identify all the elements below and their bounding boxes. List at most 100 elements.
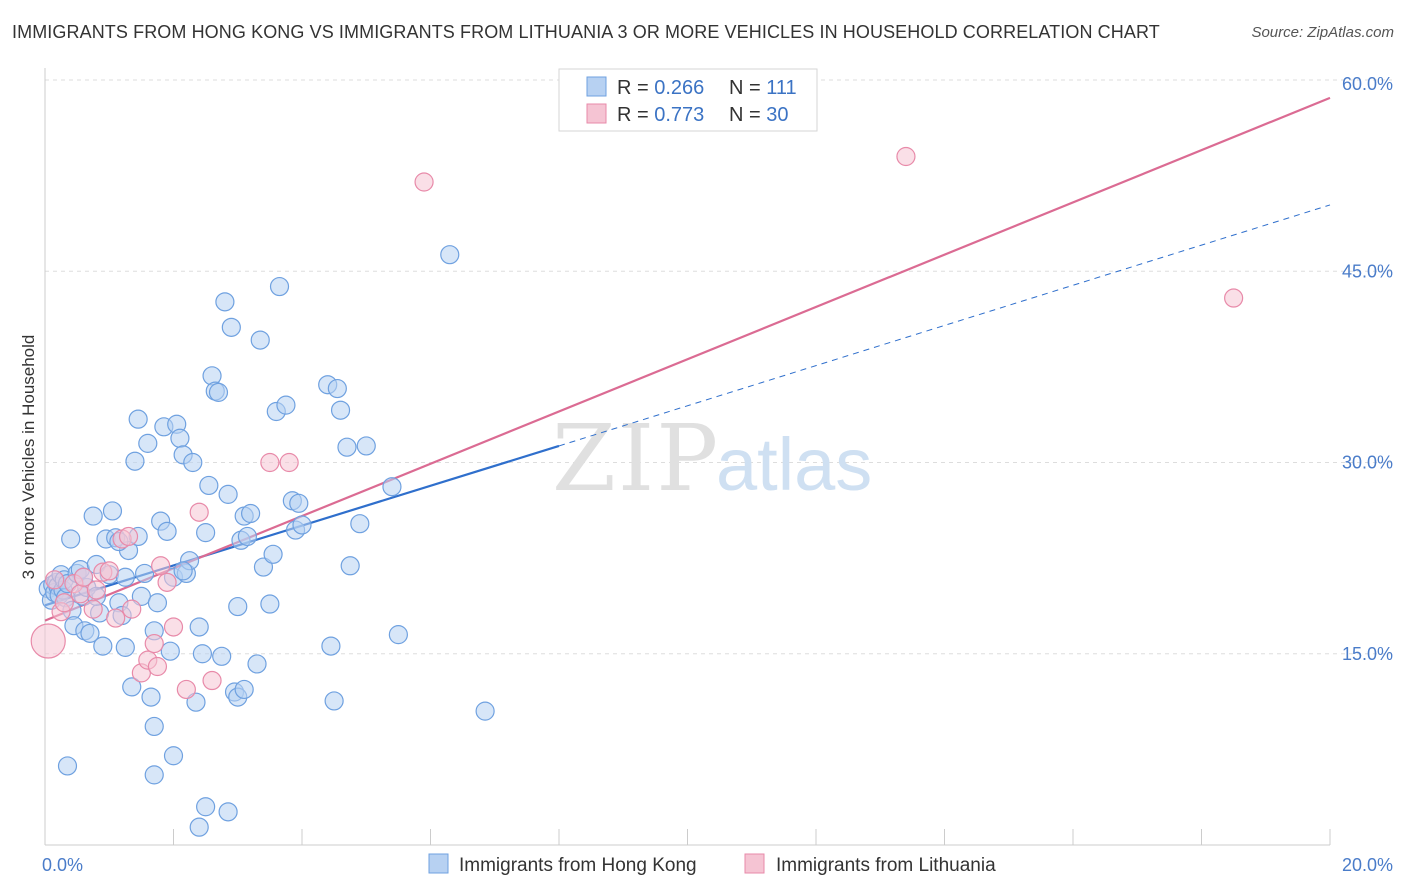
data-point <box>128 409 148 429</box>
data-point <box>93 636 113 656</box>
y-axis-title: 3 or more Vehicles in Household <box>19 335 38 580</box>
bottom-legend-swatch-hong-kong <box>428 853 449 874</box>
data-point <box>218 802 238 822</box>
data-point <box>292 515 312 535</box>
watermark: ZIP atlas <box>552 405 872 512</box>
y-tick-labels: 15.0% 30.0% 45.0% 60.0% <box>1342 74 1393 664</box>
data-point <box>212 646 232 666</box>
y-tick-label-3: 60.0% <box>1342 74 1393 94</box>
y-tick-label-2: 45.0% <box>1342 261 1393 281</box>
legend-n-value: 111 <box>766 77 796 99</box>
data-point <box>247 654 267 674</box>
data-point <box>118 526 139 547</box>
data-point <box>337 437 357 457</box>
data-point <box>141 687 161 707</box>
watermark-atlas: atlas <box>716 423 872 506</box>
data-point <box>83 599 103 619</box>
data-point <box>125 451 145 471</box>
data-point <box>241 503 261 524</box>
series-hong-kong-points <box>38 245 495 837</box>
legend-r-label: R = <box>617 104 654 126</box>
data-point <box>196 523 216 543</box>
y-tick-label-1: 30.0% <box>1342 453 1393 473</box>
legend-row-lithuania: R = 0.773 <box>617 104 704 126</box>
y-tick-label-0: 15.0% <box>1342 644 1393 664</box>
data-point <box>327 378 347 399</box>
data-point <box>382 477 402 497</box>
data-point <box>189 817 209 837</box>
data-point <box>163 617 184 637</box>
data-point <box>144 633 164 654</box>
data-point <box>86 580 107 600</box>
data-point <box>115 637 135 657</box>
data-point <box>202 670 222 691</box>
x-tick-label-0: 0.0% <box>42 855 83 875</box>
legend-n-label: N = <box>729 77 766 99</box>
legend-swatch-lithuania <box>586 103 607 124</box>
data-point <box>157 521 177 541</box>
data-point <box>134 563 155 584</box>
x-tick-labels: 0.0% 20.0% <box>42 855 1393 875</box>
data-point <box>147 656 168 677</box>
data-point <box>192 644 213 664</box>
data-point <box>122 599 142 619</box>
data-point <box>70 584 90 604</box>
legend-n-value: 30 <box>766 104 788 126</box>
data-point <box>237 526 257 547</box>
data-point <box>183 452 203 473</box>
data-point <box>253 557 274 577</box>
data-point <box>80 623 100 643</box>
data-point <box>196 797 216 817</box>
data-point <box>263 544 283 564</box>
legend-n-label: N = <box>729 104 766 126</box>
data-point <box>260 594 280 614</box>
data-point <box>186 692 206 712</box>
data-point <box>218 484 238 504</box>
data-point <box>189 502 209 522</box>
x-tick-marks <box>44 829 1331 845</box>
series-legend: Immigrants from Hong Kong Immigrants fro… <box>428 853 996 876</box>
data-point <box>115 567 135 587</box>
data-point <box>440 245 460 265</box>
trend-line-extension-series-0 <box>558 204 1331 447</box>
data-point <box>321 636 341 656</box>
data-point <box>99 561 119 581</box>
data-point <box>234 679 254 700</box>
data-point <box>215 292 235 312</box>
data-point <box>160 641 180 661</box>
series-lithuania-points <box>30 146 1244 700</box>
data-point <box>289 493 309 513</box>
data-point <box>83 506 103 526</box>
data-point <box>260 452 280 473</box>
bottom-legend-label-lithuania: Immigrants from Lithuania <box>776 855 996 876</box>
data-point <box>279 452 299 473</box>
data-point <box>414 172 434 192</box>
data-point <box>122 677 142 697</box>
legend-row-hong-kong: R = 0.266 <box>617 77 704 99</box>
data-point <box>106 608 126 628</box>
data-point <box>1224 288 1244 308</box>
data-point <box>340 556 360 576</box>
data-point <box>228 596 248 617</box>
legend-n-row-hong-kong: N = 111 <box>729 77 797 99</box>
data-point <box>221 317 241 337</box>
legend-n-row-lithuania: N = 30 <box>729 104 789 126</box>
legend-r-label: R = <box>617 77 654 99</box>
data-point <box>350 514 370 534</box>
data-point <box>276 395 296 415</box>
data-point <box>163 746 184 766</box>
data-point <box>61 529 81 549</box>
data-point <box>30 623 66 659</box>
data-point <box>199 475 219 496</box>
data-point <box>73 567 94 587</box>
data-point <box>157 572 177 592</box>
data-point <box>189 617 209 637</box>
bottom-legend-swatch-lithuania <box>744 853 765 874</box>
data-point <box>388 625 408 645</box>
data-point <box>144 716 164 737</box>
bottom-legend-label-hong-kong: Immigrants from Hong Kong <box>459 855 697 876</box>
data-point <box>147 593 168 613</box>
data-point <box>324 691 344 711</box>
data-point <box>102 501 123 521</box>
